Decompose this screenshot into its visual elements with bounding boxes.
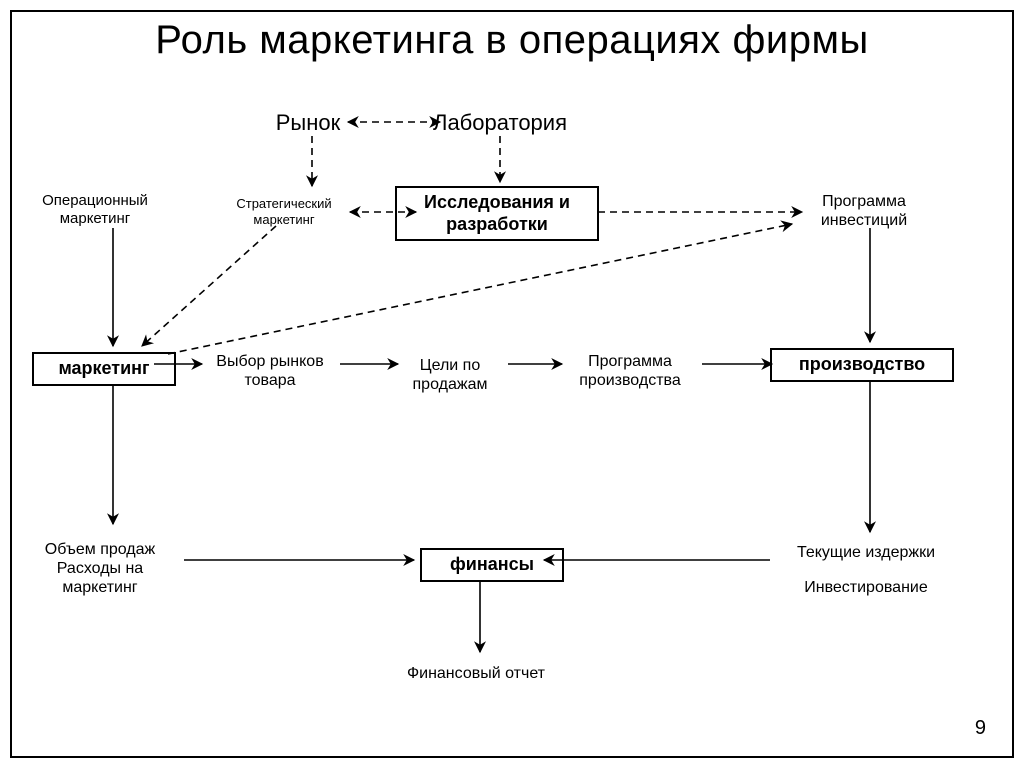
page-title: Роль маркетинга в операциях фирмы <box>0 18 1024 63</box>
node-lab: Лаборатория <box>420 110 580 136</box>
node-invest: Инвестирование <box>776 578 956 597</box>
node-prog-inv: Программа инвестиций <box>799 192 929 230</box>
node-celi: Цели по продажам <box>395 356 505 394</box>
node-strat-mkt: Стратегический маркетинг <box>219 196 349 227</box>
node-oper-mkt: Операционный маркетинг <box>25 192 165 228</box>
node-prog-proizv: Программа производства <box>560 352 700 390</box>
node-rynok: Рынок <box>268 110 348 136</box>
node-marketing: маркетинг <box>32 352 176 386</box>
node-rnd: Исследования и разработки <box>395 186 599 241</box>
node-proizv: производство <box>770 348 954 382</box>
node-finance: финансы <box>420 548 564 582</box>
node-vybor: Выбор рынков товара <box>200 352 340 390</box>
node-volume: Объем продаж Расходы на маркетинг <box>20 540 180 598</box>
page-number: 9 <box>975 717 986 740</box>
diagram-page: { "title": "Роль маркетинга в операциях … <box>0 0 1024 768</box>
node-report: Финансовый отчет <box>376 664 576 683</box>
node-costs: Текущие издержки <box>766 543 966 562</box>
